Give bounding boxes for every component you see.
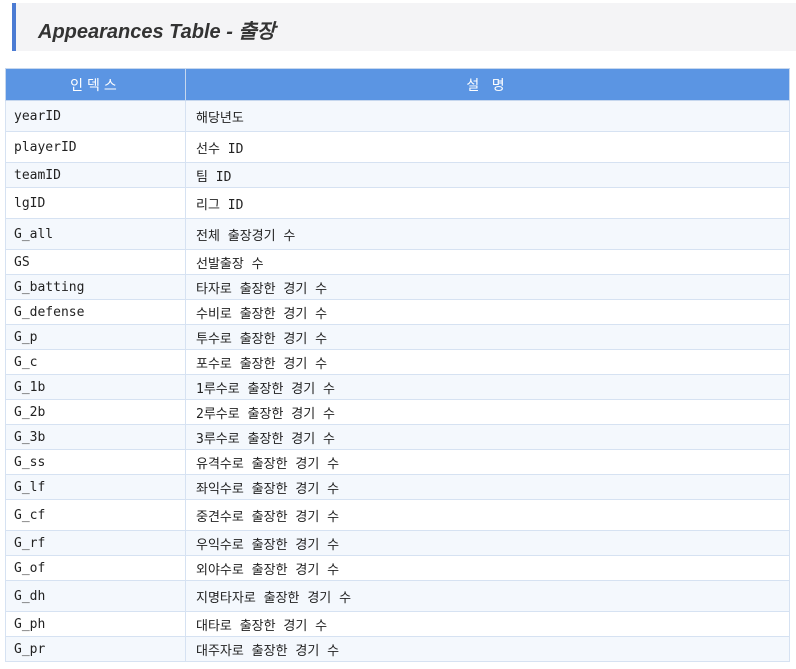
description-cell: 선발출장 수: [185, 249, 790, 275]
table-row: G_2b 2루수로 출장한 경기 수: [5, 399, 790, 425]
description-cell: 포수로 출장한 경기 수: [185, 349, 790, 375]
index-cell: G_dh: [5, 580, 186, 612]
section-title: Appearances Table - 출장: [38, 21, 276, 43]
section-title-box: Appearances Table - 출장: [12, 3, 796, 51]
table-row: G_ph 대타로 출장한 경기 수: [5, 611, 790, 637]
table-row: G_lf 좌익수로 출장한 경기 수: [5, 474, 790, 500]
table-row: G_cf 중견수로 출장한 경기 수: [5, 499, 790, 531]
description-cell: 대주자로 출장한 경기 수: [185, 636, 790, 662]
table-row: lgID 리그 ID: [5, 187, 790, 219]
index-cell: G_of: [5, 555, 186, 581]
description-cell: 수비로 출장한 경기 수: [185, 299, 790, 325]
description-cell: 타자로 출장한 경기 수: [185, 274, 790, 300]
description-cell: 전체 출장경기 수: [185, 218, 790, 250]
index-cell: G_pr: [5, 636, 186, 662]
description-cell: 지명타자로 출장한 경기 수: [185, 580, 790, 612]
description-cell: 좌익수로 출장한 경기 수: [185, 474, 790, 500]
index-cell: G_ph: [5, 611, 186, 637]
table-row: G_1b 1루수로 출장한 경기 수: [5, 374, 790, 400]
table-row: G_rf 우익수로 출장한 경기 수: [5, 530, 790, 556]
description-cell: 우익수로 출장한 경기 수: [185, 530, 790, 556]
index-cell: G_batting: [5, 274, 186, 300]
index-cell: G_p: [5, 324, 186, 350]
table-row: teamID 팀 ID: [5, 162, 790, 188]
index-cell: playerID: [5, 131, 186, 163]
description-cell: 팀 ID: [185, 162, 790, 188]
index-cell: G_c: [5, 349, 186, 375]
index-cell: G_ss: [5, 449, 186, 475]
description-cell: 리그 ID: [185, 187, 790, 219]
description-cell: 외야수로 출장한 경기 수: [185, 555, 790, 581]
description-cell: 유격수로 출장한 경기 수: [185, 449, 790, 475]
table-header-row: 인덱스 설 명: [5, 68, 790, 101]
description-cell: 3루수로 출장한 경기 수: [185, 424, 790, 450]
index-cell: G_rf: [5, 530, 186, 556]
table-row: G_p 투수로 출장한 경기 수: [5, 324, 790, 350]
description-cell: 2루수로 출장한 경기 수: [185, 399, 790, 425]
index-cell: G_3b: [5, 424, 186, 450]
table-row: G_of 외야수로 출장한 경기 수: [5, 555, 790, 581]
index-cell: G_all: [5, 218, 186, 250]
index-cell: G_defense: [5, 299, 186, 325]
description-cell: 1루수로 출장한 경기 수: [185, 374, 790, 400]
index-cell: G_2b: [5, 399, 186, 425]
table-row: GS 선발출장 수: [5, 249, 790, 275]
table-row: G_c 포수로 출장한 경기 수: [5, 349, 790, 375]
index-cell: lgID: [5, 187, 186, 219]
index-cell: GS: [5, 249, 186, 275]
table-row: G_defense 수비로 출장한 경기 수: [5, 299, 790, 325]
table-row: yearID 해당년도: [5, 100, 790, 132]
description-cell: 중견수로 출장한 경기 수: [185, 499, 790, 531]
table-row: playerID 선수 ID: [5, 131, 790, 163]
table-row: G_3b 3루수로 출장한 경기 수: [5, 424, 790, 450]
table-row: G_dh 지명타자로 출장한 경기 수: [5, 580, 790, 612]
description-cell: 선수 ID: [185, 131, 790, 163]
index-cell: G_cf: [5, 499, 186, 531]
table-row: G_batting 타자로 출장한 경기 수: [5, 274, 790, 300]
description-cell: 대타로 출장한 경기 수: [185, 611, 790, 637]
table-row: G_all 전체 출장경기 수: [5, 218, 790, 250]
appearances-table: 인덱스 설 명 yearID 해당년도 playerID 선수 ID teamID 팀 I…: [5, 68, 790, 662]
description-cell: 해당년도: [185, 100, 790, 132]
index-cell: yearID: [5, 100, 186, 132]
column-header-index: 인덱스: [5, 68, 186, 101]
index-cell: G_1b: [5, 374, 186, 400]
column-header-description: 설 명: [185, 68, 790, 101]
description-cell: 투수로 출장한 경기 수: [185, 324, 790, 350]
table-row: G_ss 유격수로 출장한 경기 수: [5, 449, 790, 475]
index-cell: teamID: [5, 162, 186, 188]
index-cell: G_lf: [5, 474, 186, 500]
table-row: G_pr 대주자로 출장한 경기 수: [5, 636, 790, 662]
